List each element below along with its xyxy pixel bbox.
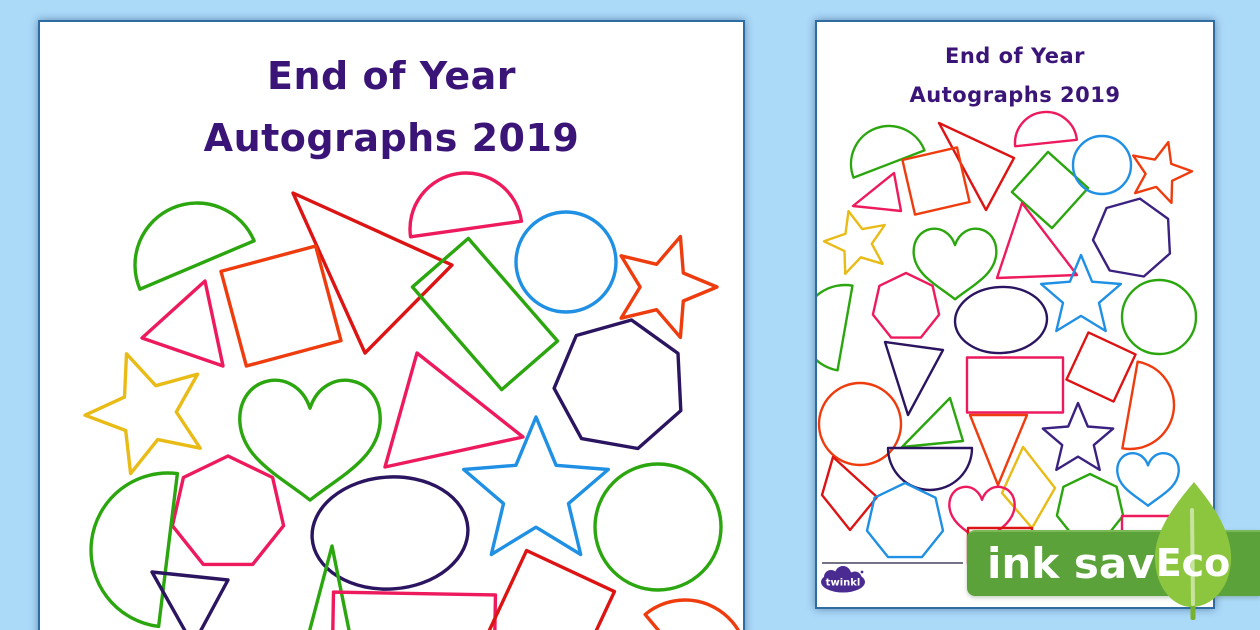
right-worksheet-page: End of Year Autographs 2019 twinkl <box>815 20 1215 609</box>
shape-pink-semicircle <box>408 171 524 239</box>
shape-navy-triangle <box>150 570 230 630</box>
eco-label: Eco <box>1156 541 1231 585</box>
shape-purple-star <box>1041 401 1115 472</box>
title-line-2: Autographs 2019 <box>909 83 1121 107</box>
shape-blue-star <box>1039 253 1123 333</box>
shape-green-heart <box>912 227 998 301</box>
shape-blue-heptagon <box>865 481 945 559</box>
twinkl-logo: twinkl <box>821 566 865 593</box>
shape-green-rectangle <box>410 236 560 392</box>
shape-blue-star <box>462 415 610 557</box>
shape-blue-heart <box>1116 452 1180 507</box>
shape-orange-semicircle <box>1121 360 1176 451</box>
shape-green-square <box>1010 150 1090 230</box>
shape-pink-triangle <box>851 171 903 213</box>
shape-crimson-triangle <box>995 201 1079 280</box>
shape-orange-square <box>901 146 971 216</box>
left-page-title: End of Year Autographs 2019 <box>40 45 743 169</box>
shape-green-heptagon <box>1055 472 1125 540</box>
shape-crimson-triangle <box>383 351 525 469</box>
shape-red-square <box>1065 331 1137 403</box>
twinkl-logo-text: twinkl <box>826 578 861 589</box>
leaf-stem <box>1190 606 1196 620</box>
shape-green-semicircle <box>133 201 256 291</box>
shape-green-semicircle-2 <box>89 471 180 629</box>
shape-green-circle <box>1120 278 1198 356</box>
shape-pink-heptagon <box>170 454 286 567</box>
right-page-title: End of Year Autographs 2019 <box>817 37 1213 115</box>
left-page-shapes <box>83 171 743 630</box>
shape-pink-rectangle <box>965 356 1065 414</box>
shape-green-semicircle-2 <box>817 283 854 372</box>
shape-green-narrow-triangle <box>900 396 965 449</box>
shape-navy-heptagon <box>552 318 683 451</box>
shape-orange-semicircle <box>643 598 743 630</box>
shape-orange-star <box>1132 140 1194 205</box>
title-line-2: Autographs 2019 <box>203 116 580 160</box>
shape-pink-triangle <box>140 279 225 368</box>
twinkl-logo-sparkle <box>860 570 864 574</box>
shape-red-square <box>483 548 617 630</box>
left-worksheet-page: End of Year Autographs 2019 <box>38 20 745 630</box>
eco-leaf-badge: Eco <box>1154 482 1232 620</box>
shape-navy-semicircle <box>886 446 974 492</box>
shape-blue-circle <box>514 210 618 314</box>
shape-orange-square <box>219 244 343 368</box>
twinkl-logo-cloud <box>824 570 838 584</box>
shape-red-rhombus <box>820 455 879 532</box>
shape-navy-oval <box>953 285 1049 355</box>
leaf-vein <box>1190 508 1195 606</box>
twinkl-logo-cloud <box>835 566 851 582</box>
shape-red-triangle <box>937 121 1016 212</box>
shape-green-semicircle <box>849 124 926 179</box>
shape-blue-circle <box>1071 134 1133 196</box>
title-line-1: End of Year <box>267 54 516 98</box>
shape-orange-star <box>619 234 719 340</box>
shape-navy-oval <box>310 475 470 591</box>
shape-indigo-heptagon <box>1091 197 1172 278</box>
shape-green-narrow-triangle <box>308 544 351 630</box>
title-line-1: End of Year <box>944 44 1086 68</box>
shape-yellow-star <box>83 352 202 476</box>
twinkl-logo-cloud <box>848 571 862 585</box>
shape-orange-triangle <box>968 413 1029 487</box>
right-page-shapes: twinkl <box>817 110 1198 593</box>
shape-pink-rectangle <box>330 590 498 630</box>
shape-navy-triangle <box>883 340 945 417</box>
shape-green-circle <box>593 462 723 592</box>
shape-yellow-star <box>822 209 886 276</box>
shape-pink-heptagon <box>871 271 941 339</box>
shape-green-heart <box>238 378 382 502</box>
shape-pink-semicircle <box>1013 110 1079 148</box>
shape-red-triangle <box>291 191 454 355</box>
shape-red-circle <box>817 381 903 467</box>
